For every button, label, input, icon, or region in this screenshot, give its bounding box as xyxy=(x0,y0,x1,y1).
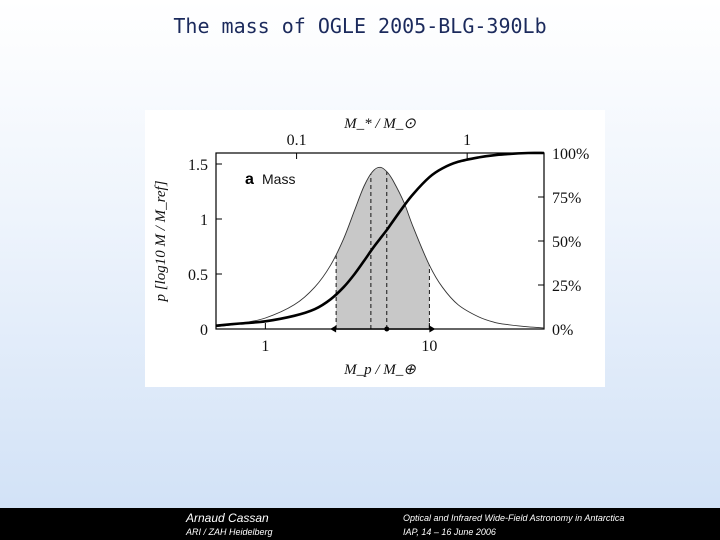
density-curve xyxy=(215,166,545,329)
footer-venue: IAP, 14 – 16 June 2006 xyxy=(403,527,496,537)
x-tick-label-0: 1 xyxy=(261,338,269,355)
median-marker xyxy=(384,326,390,332)
y-tick-label-1: 0.5 xyxy=(188,267,208,284)
footer-affiliation: ARI / ZAH Heidelberg xyxy=(186,527,273,537)
y-right-tick-label-0: 0% xyxy=(552,322,573,339)
y-right-tick-label-2: 50% xyxy=(552,234,581,251)
y-right-tick-label-1: 25% xyxy=(552,278,581,295)
confidence-region xyxy=(336,167,430,329)
chart-figure: 0 0.5 1 1.5 0% 25% 50% 75% 100% 1 10 0.1 1 M_p / M_⊕ M… xyxy=(145,110,605,387)
interval-arrow-left xyxy=(330,325,337,333)
footer-conference: Optical and Infrared Wide-Field Astronom… xyxy=(403,513,625,523)
x-axis-label: M_p / M_⊕ xyxy=(343,362,416,378)
panel-title: Mass xyxy=(262,171,295,187)
interval-arrow-right xyxy=(429,325,436,333)
y-right-tick-label-4: 100% xyxy=(552,146,589,163)
cumulative-curve xyxy=(215,151,545,327)
y-tick-label-0: 0 xyxy=(200,322,208,339)
slide-title: The mass of OGLE 2005-BLG-390Lb xyxy=(173,14,547,38)
footer-author: Arnaud Cassan xyxy=(186,511,269,525)
x-top-tick-label-1: 1 xyxy=(463,132,471,149)
y-right-tick-label-3: 75% xyxy=(552,190,581,207)
x-top-axis-label: M_* / M_⊙ xyxy=(343,116,416,132)
footer-bar: Arnaud Cassan ARI / ZAH Heidelberg Optic… xyxy=(0,508,720,540)
y-tick-label-2: 1 xyxy=(200,212,208,229)
mass-chart: 0 0.5 1 1.5 0% 25% 50% 75% 100% 1 10 0.1 1 M_p / M_⊕ M… xyxy=(153,116,589,378)
x-tick-label-1: 10 xyxy=(421,338,437,355)
y-tick-label-3: 1.5 xyxy=(188,157,208,174)
y-axis-label: p [log10 M / M_ref] xyxy=(153,180,169,302)
x-top-tick-label-0: 0.1 xyxy=(287,132,307,149)
panel-label: a xyxy=(245,171,254,188)
